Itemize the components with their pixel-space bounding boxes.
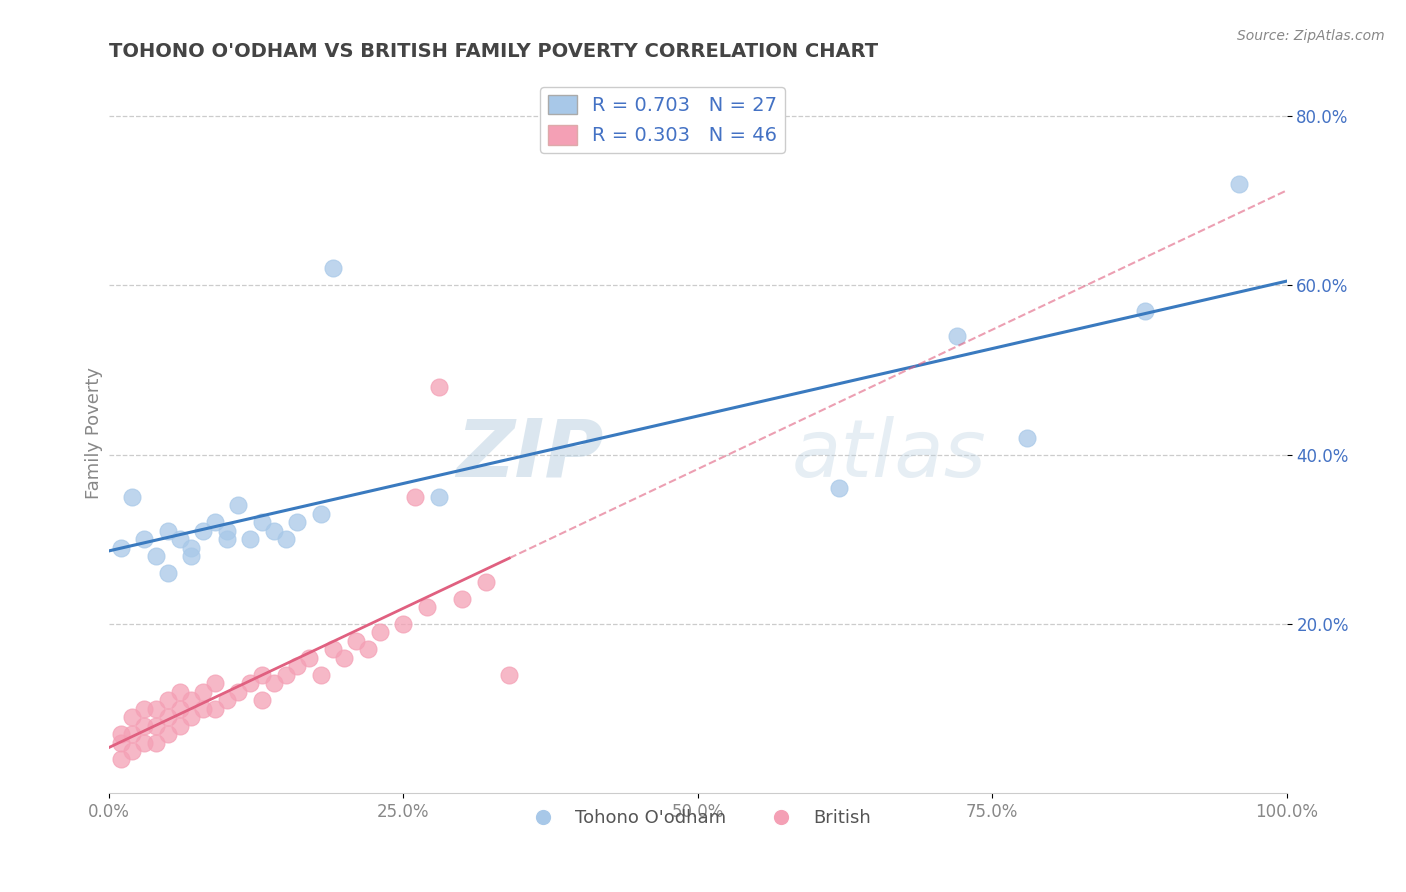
Point bbox=[121, 710, 143, 724]
Text: Source: ZipAtlas.com: Source: ZipAtlas.com bbox=[1237, 29, 1385, 43]
Point bbox=[1017, 431, 1039, 445]
Point bbox=[215, 533, 238, 547]
Point bbox=[451, 591, 474, 606]
Point bbox=[1135, 303, 1157, 318]
Point bbox=[228, 499, 250, 513]
Point bbox=[156, 727, 179, 741]
Point bbox=[145, 735, 167, 749]
Point bbox=[474, 574, 496, 589]
Point bbox=[263, 676, 285, 690]
Point bbox=[204, 516, 226, 530]
Legend: Tohono O'odham, British: Tohono O'odham, British bbox=[517, 802, 877, 835]
Point bbox=[322, 261, 344, 276]
Point bbox=[215, 693, 238, 707]
Point bbox=[239, 533, 262, 547]
Point bbox=[274, 533, 297, 547]
Point bbox=[263, 524, 285, 538]
Point bbox=[169, 701, 191, 715]
Point bbox=[285, 659, 308, 673]
Point bbox=[250, 693, 273, 707]
Point bbox=[156, 693, 179, 707]
Point bbox=[427, 490, 450, 504]
Point bbox=[1229, 177, 1251, 191]
Point bbox=[145, 718, 167, 732]
Point bbox=[427, 380, 450, 394]
Point bbox=[121, 744, 143, 758]
Point bbox=[180, 549, 202, 564]
Point bbox=[333, 650, 356, 665]
Point bbox=[250, 516, 273, 530]
Point bbox=[191, 524, 214, 538]
Point bbox=[180, 541, 202, 555]
Point bbox=[121, 727, 143, 741]
Point bbox=[250, 667, 273, 681]
Point bbox=[145, 549, 167, 564]
Point bbox=[134, 735, 156, 749]
Text: TOHONO O'ODHAM VS BRITISH FAMILY POVERTY CORRELATION CHART: TOHONO O'ODHAM VS BRITISH FAMILY POVERTY… bbox=[108, 42, 877, 61]
Point bbox=[416, 600, 439, 615]
Point bbox=[344, 633, 367, 648]
Point bbox=[134, 701, 156, 715]
Point bbox=[134, 533, 156, 547]
Point bbox=[204, 701, 226, 715]
Point bbox=[169, 718, 191, 732]
Point bbox=[357, 642, 380, 657]
Point bbox=[274, 667, 297, 681]
Point bbox=[215, 524, 238, 538]
Point bbox=[110, 541, 132, 555]
Point bbox=[392, 617, 415, 632]
Point bbox=[134, 718, 156, 732]
Point bbox=[156, 524, 179, 538]
Point bbox=[145, 701, 167, 715]
Point bbox=[239, 676, 262, 690]
Point bbox=[110, 735, 132, 749]
Point bbox=[180, 693, 202, 707]
Point bbox=[121, 490, 143, 504]
Point bbox=[110, 727, 132, 741]
Point bbox=[322, 642, 344, 657]
Text: ZIP: ZIP bbox=[456, 416, 603, 494]
Point bbox=[368, 625, 391, 640]
Point bbox=[204, 676, 226, 690]
Point bbox=[309, 507, 332, 521]
Point bbox=[169, 684, 191, 698]
Point bbox=[169, 533, 191, 547]
Point bbox=[498, 667, 520, 681]
Point bbox=[228, 684, 250, 698]
Point bbox=[156, 566, 179, 581]
Point bbox=[298, 650, 321, 665]
Point bbox=[156, 710, 179, 724]
Point bbox=[191, 684, 214, 698]
Point bbox=[180, 710, 202, 724]
Point bbox=[404, 490, 426, 504]
Point bbox=[191, 701, 214, 715]
Y-axis label: Family Poverty: Family Poverty bbox=[86, 368, 103, 500]
Point bbox=[828, 482, 851, 496]
Point bbox=[309, 667, 332, 681]
Point bbox=[110, 752, 132, 766]
Point bbox=[946, 329, 969, 343]
Text: atlas: atlas bbox=[792, 416, 987, 494]
Point bbox=[285, 516, 308, 530]
